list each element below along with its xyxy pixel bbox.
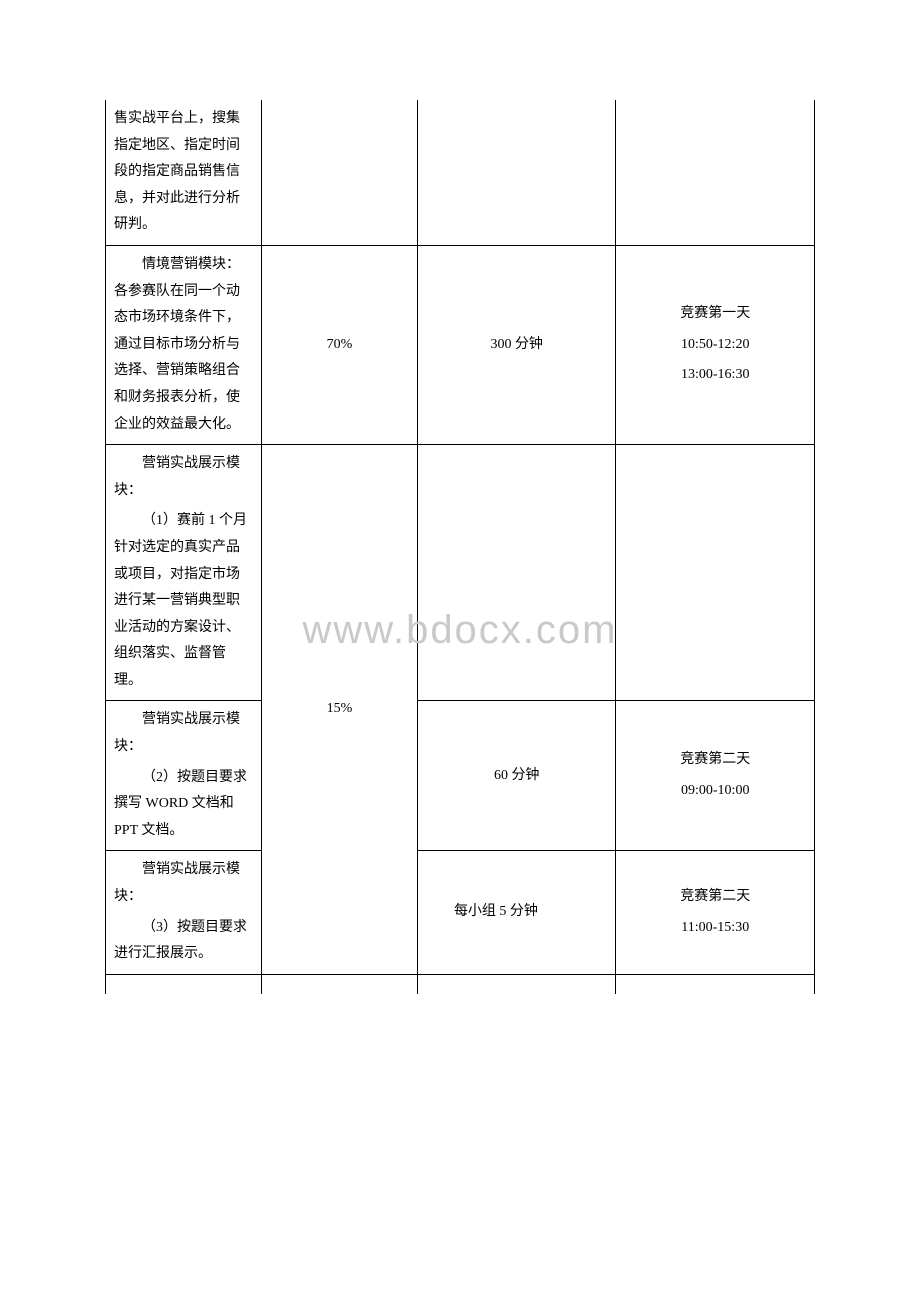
competition-schedule-table: 售实战平台上，搜集指定地区、指定时间段的指定商品销售信息，并对此进行分析研判。 …: [105, 100, 815, 994]
duration-cell: 300 分钟: [417, 245, 616, 444]
table-row: [106, 974, 815, 994]
schedule-time: 09:00-10:00: [624, 776, 806, 807]
table-row: 营销实战展示模块： （1）赛前 1 个月针对选定的真实产品或项目，对指定市场进行…: [106, 445, 815, 701]
cell-body: （2）按题目要求撰写 WORD 文档和 PPT 文档。: [114, 765, 253, 845]
schedule-time: 13:00-16:30: [624, 360, 806, 391]
table-row: 营销实战展示模块： （2）按题目要求撰写 WORD 文档和 PPT 文档。 60…: [106, 701, 815, 851]
percent-cell: 70%: [261, 245, 417, 444]
cell-body: （3）按题目要求进行汇报展示。: [114, 915, 253, 968]
schedule-cell: 竞赛第一天 10:50-12:20 13:00-16:30: [616, 245, 815, 444]
module-cell: 营销实战展示模块： （1）赛前 1 个月针对选定的真实产品或项目，对指定市场进行…: [106, 445, 262, 701]
schedule-cell: 竞赛第二天 09:00-10:00: [616, 701, 815, 851]
module-cell: 营销实战展示模块： （3）按题目要求进行汇报展示。: [106, 851, 262, 974]
duration-cell: [417, 445, 616, 701]
empty-cell: [417, 974, 616, 994]
cell-text: 每小组 5 分钟: [426, 899, 608, 926]
table-row: 情境营销模块： 各参赛队在同一个动态市场环境条件下，通过目标市场分析与选择、营销策…: [106, 245, 815, 444]
cell-title: 营销实战展示模块：: [114, 857, 253, 910]
schedule-day: 竞赛第一天: [624, 299, 806, 330]
cell-title: 营销实战展示模块：: [114, 451, 253, 504]
empty-cell: [106, 974, 262, 994]
cell-text: 售实战平台上，搜集指定地区、指定时间段的指定商品销售信息，并对此进行分析研判。: [114, 111, 240, 232]
empty-cell: [261, 974, 417, 994]
schedule-day: 竞赛第二天: [624, 745, 806, 776]
schedule-time: 11:00-15:30: [624, 913, 806, 944]
schedule-cell: 竞赛第二天 11:00-15:30: [616, 851, 815, 974]
table-row: 营销实战展示模块： （3）按题目要求进行汇报展示。 每小组 5 分钟 竞赛第二天…: [106, 851, 815, 974]
duration-cell: 每小组 5 分钟: [417, 851, 616, 974]
cell-body: 各参赛队在同一个动态市场环境条件下，通过目标市场分析与选择、营销策略组合和财务报…: [114, 284, 240, 432]
percent-cell: 15%: [261, 445, 417, 975]
schedule-cell: [616, 100, 815, 245]
cell-title: 情境营销模块：: [142, 257, 240, 272]
duration-cell: 60 分钟: [417, 701, 616, 851]
percent-cell: [261, 100, 417, 245]
schedule-cell: [616, 445, 815, 701]
empty-cell: [616, 974, 815, 994]
module-cell: 售实战平台上，搜集指定地区、指定时间段的指定商品销售信息，并对此进行分析研判。: [106, 100, 262, 245]
module-cell: 情境营销模块： 各参赛队在同一个动态市场环境条件下，通过目标市场分析与选择、营销策…: [106, 245, 262, 444]
table-row: 售实战平台上，搜集指定地区、指定时间段的指定商品销售信息，并对此进行分析研判。: [106, 100, 815, 245]
duration-cell: [417, 100, 616, 245]
cell-title: 营销实战展示模块：: [114, 707, 253, 760]
schedule-day: 竞赛第二天: [624, 882, 806, 913]
schedule-time: 10:50-12:20: [624, 330, 806, 361]
cell-body: （1）赛前 1 个月针对选定的真实产品或项目，对指定市场进行某一营销典型职业活动…: [114, 508, 253, 694]
module-cell: 营销实战展示模块： （2）按题目要求撰写 WORD 文档和 PPT 文档。: [106, 701, 262, 851]
